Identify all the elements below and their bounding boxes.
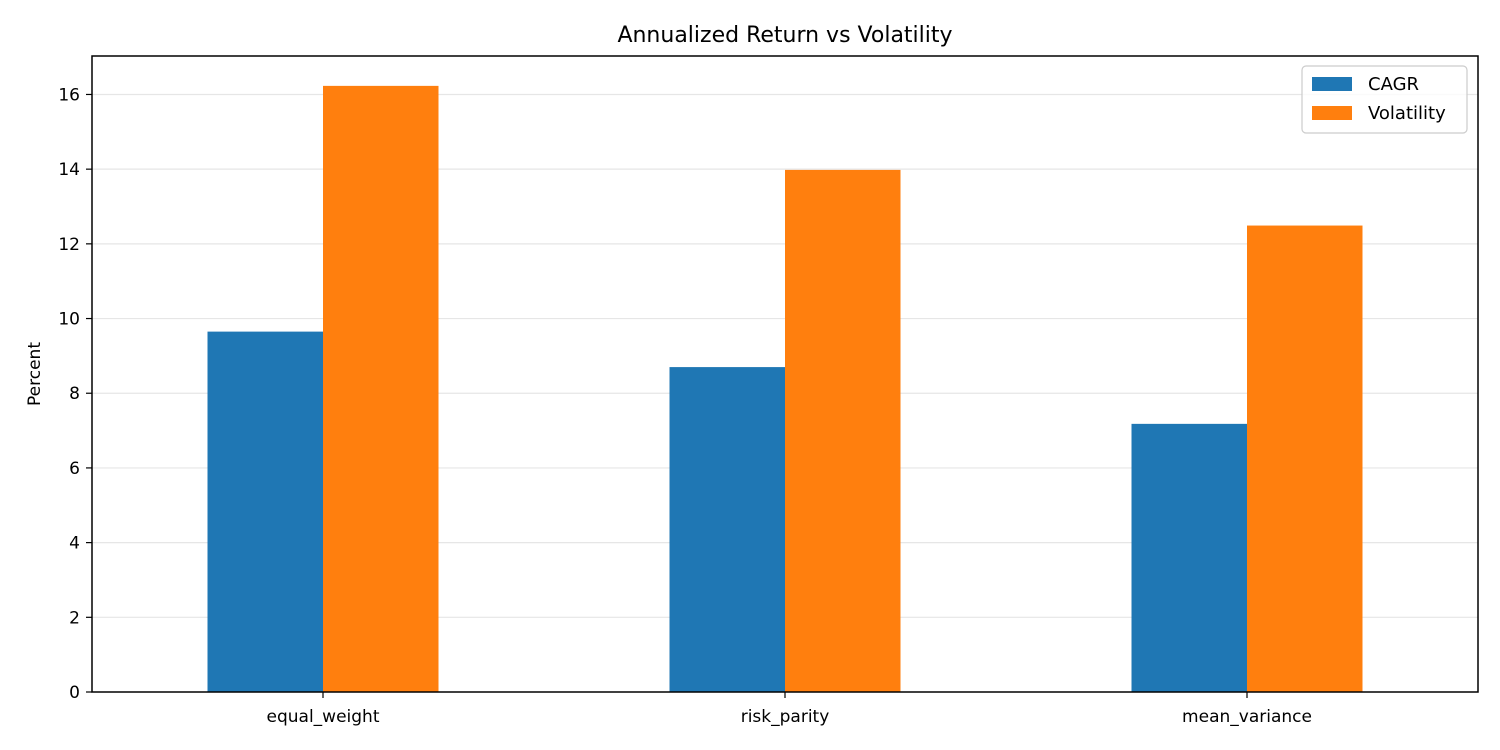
y-tick-label: 10 xyxy=(58,310,80,330)
y-tick-label: 14 xyxy=(58,160,80,180)
y-axis: 0 2 4 6 8 10 12 14 16 xyxy=(58,85,92,703)
bar-cagr-mean_variance xyxy=(1131,423,1247,692)
bar-volatility-equal_weight xyxy=(323,85,439,692)
y-axis-label: Percent xyxy=(25,342,45,406)
bar-volatility-risk_parity xyxy=(785,169,901,692)
chart-title: Annualized Return vs Volatility xyxy=(617,23,952,48)
legend-swatch-cagr xyxy=(1312,77,1352,91)
legend-label-cagr: CAGR xyxy=(1368,74,1419,95)
bar-volatility-mean_variance xyxy=(1247,225,1363,692)
y-tick-label: 2 xyxy=(69,608,80,628)
x-tick-label: mean_variance xyxy=(1182,707,1312,727)
bar-cagr-risk_parity xyxy=(669,367,785,692)
bars xyxy=(207,85,1363,692)
x-tick-label: equal_weight xyxy=(267,707,380,727)
x-tick-label: risk_parity xyxy=(741,707,830,727)
y-tick-label: 6 xyxy=(69,459,80,479)
y-tick-label: 0 xyxy=(69,683,80,703)
legend-label-volatility: Volatility xyxy=(1368,103,1446,124)
y-tick-label: 16 xyxy=(58,85,80,105)
legend: CAGR Volatility xyxy=(1301,65,1468,134)
y-tick-label: 12 xyxy=(58,235,80,255)
legend-swatch-volatility xyxy=(1312,106,1352,120)
bar-cagr-equal_weight xyxy=(207,331,323,692)
y-tick-label: 4 xyxy=(69,534,80,554)
x-axis: equal_weight risk_parity mean_variance xyxy=(267,692,1312,727)
y-tick-label: 8 xyxy=(69,384,80,404)
